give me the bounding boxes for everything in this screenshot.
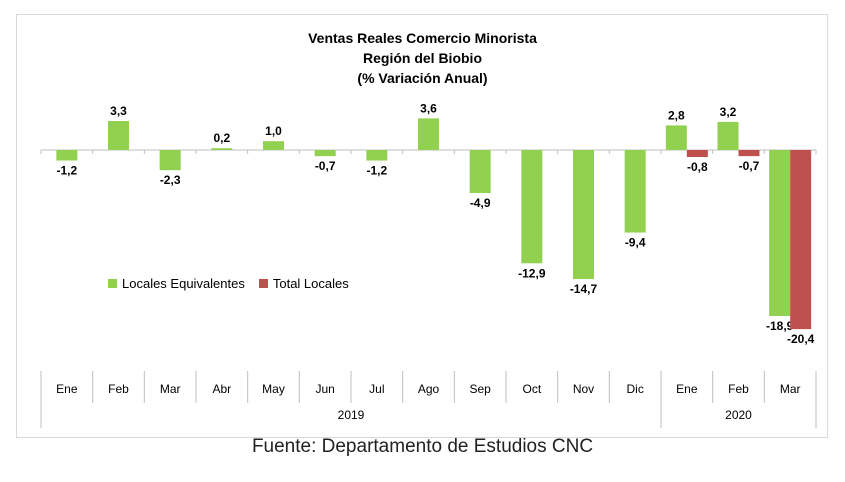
x-tick-label: May: [262, 382, 285, 396]
bar-locales-equivalentes-2: [159, 150, 181, 171]
x-tick-label: Feb: [728, 382, 749, 396]
bar-locales-equivalentes-7: [418, 118, 439, 150]
bar-locales-equivalentes-6: [366, 150, 388, 161]
data-label: -4,9: [470, 196, 491, 210]
bar-locales-equivalentes-0: [56, 150, 78, 161]
chart-title-block: Ventas Reales Comercio Minorista Región …: [0, 28, 845, 88]
data-label: 3,3: [110, 104, 127, 118]
legend-swatch-red: [258, 279, 268, 288]
legend-swatch-green: [108, 279, 117, 288]
x-tick-label: Sep: [469, 382, 491, 396]
data-label: -0,7: [739, 159, 760, 173]
data-label: -0,8: [687, 160, 708, 174]
x-tick-label: Ene: [676, 382, 698, 396]
bar-locales-equivalentes-9: [521, 150, 543, 264]
x-tick-label: Ene: [56, 382, 78, 396]
legend-item-locales-equivalentes: Locales Equivalentes: [108, 276, 245, 291]
x-tick-label: Jul: [369, 382, 384, 396]
x-tick-label: Mar: [780, 382, 801, 396]
data-label: 2,8: [668, 108, 685, 122]
bar-locales-equivalentes-4: [263, 141, 284, 150]
legend-label: Total Locales: [272, 276, 349, 291]
bar-total-locales-12: [686, 150, 708, 158]
data-label: 3,6: [420, 101, 437, 115]
bar-total-locales-14: [790, 150, 812, 330]
legend-item-total-locales: Total Locales: [258, 276, 349, 291]
x-tick-label: Mar: [160, 382, 181, 396]
source-note: Fuente: Departamento de Estudios CNC: [251, 436, 594, 457]
data-label: -20,4: [787, 332, 815, 346]
chart-title: Ventas Reales Comercio Minorista: [308, 30, 537, 46]
x-tick-label: Abr: [212, 382, 231, 396]
data-label: -14,7: [570, 282, 598, 296]
legend-label: Locales Equivalentes: [122, 276, 245, 291]
data-label: -9,4: [625, 236, 646, 250]
bar-locales-equivalentes-11: [624, 150, 646, 233]
bar-locales-equivalentes-10: [573, 150, 594, 280]
x-tick-label: Oct: [522, 382, 541, 396]
bar-locales-equivalentes-12: [665, 125, 687, 150]
bar-locales-equivalentes-14: [769, 150, 791, 316]
x-tick-label: Ago: [418, 382, 440, 396]
data-label: 1,0: [265, 124, 282, 138]
chart-frame: [16, 14, 828, 438]
bar-locales-equivalentes-5: [314, 150, 336, 157]
data-label: 0,2: [213, 131, 230, 145]
data-label: -1,2: [366, 164, 387, 178]
data-label: 3,2: [720, 105, 737, 119]
group-label: 2020: [725, 408, 752, 422]
data-label: -1,2: [56, 164, 77, 178]
bar-total-locales-13: [738, 150, 760, 157]
chart-subtitle-units: (% Variación Anual): [357, 70, 488, 86]
x-tick-label: Jun: [315, 382, 334, 396]
bar-locales-equivalentes-3: [211, 148, 233, 150]
data-label: -2,3: [160, 173, 181, 187]
x-tick-label: Feb: [108, 382, 129, 396]
bar-locales-equivalentes-13: [717, 121, 739, 150]
x-tick-label: Dic: [626, 382, 643, 396]
chart-subtitle: Región del Biobio: [363, 50, 482, 66]
group-label: 2019: [338, 408, 365, 422]
data-label: -0,7: [315, 159, 336, 173]
bar-locales-equivalentes-8: [469, 150, 491, 194]
bar-locales-equivalentes-1: [108, 121, 129, 150]
data-label: -12,9: [518, 266, 546, 280]
data-label: -18,9: [766, 319, 794, 333]
legend: Locales Equivalentes Total Locales: [108, 276, 349, 291]
x-tick-label: Nov: [573, 382, 594, 396]
